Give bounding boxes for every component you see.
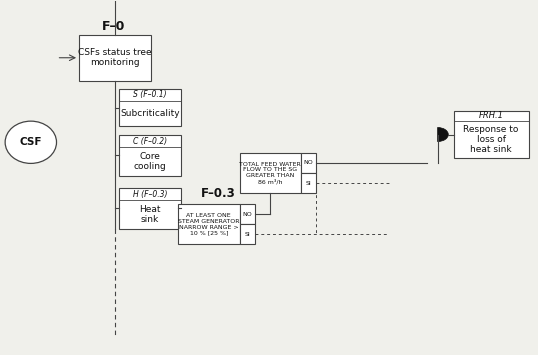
Text: TOTAL FEED WATER
FLOW TO THE SG
GREATER THAN
86 m³/h: TOTAL FEED WATER FLOW TO THE SG GREATER … (239, 162, 301, 185)
Text: Core
cooling: Core cooling (133, 152, 166, 171)
Text: CSF: CSF (19, 137, 42, 147)
Text: CSFs status tree
monitoring: CSFs status tree monitoring (79, 48, 152, 67)
Text: NO: NO (304, 160, 314, 165)
Text: C (F–0.2): C (F–0.2) (133, 137, 167, 146)
FancyBboxPatch shape (519, 110, 528, 158)
Text: SI: SI (244, 232, 250, 237)
Text: Subcriticality: Subcriticality (120, 109, 180, 118)
Text: Response to
loss of
heat sink: Response to loss of heat sink (463, 125, 519, 154)
FancyBboxPatch shape (239, 153, 301, 193)
FancyBboxPatch shape (239, 224, 254, 245)
Text: FRH.1: FRH.1 (479, 111, 504, 120)
Ellipse shape (5, 121, 56, 163)
Wedge shape (437, 127, 448, 142)
FancyBboxPatch shape (301, 173, 316, 193)
FancyBboxPatch shape (178, 204, 239, 245)
Text: F–0.3: F–0.3 (201, 187, 236, 200)
FancyBboxPatch shape (119, 135, 181, 176)
Text: H (F–0.3): H (F–0.3) (133, 190, 167, 199)
FancyBboxPatch shape (301, 153, 316, 173)
FancyBboxPatch shape (454, 110, 528, 158)
Text: F–0: F–0 (102, 20, 125, 33)
Text: Heat
sink: Heat sink (139, 205, 161, 224)
FancyBboxPatch shape (239, 204, 254, 224)
Text: NO: NO (242, 212, 252, 217)
FancyBboxPatch shape (119, 89, 181, 126)
Text: AT LEAST ONE
STEAM GENERATOR
NARROW RANGE >
10 % [25 %]: AT LEAST ONE STEAM GENERATOR NARROW RANG… (178, 213, 239, 235)
FancyBboxPatch shape (79, 35, 151, 81)
Text: SI: SI (306, 181, 312, 186)
FancyBboxPatch shape (119, 188, 181, 229)
Text: S (F–0.1): S (F–0.1) (133, 91, 167, 99)
